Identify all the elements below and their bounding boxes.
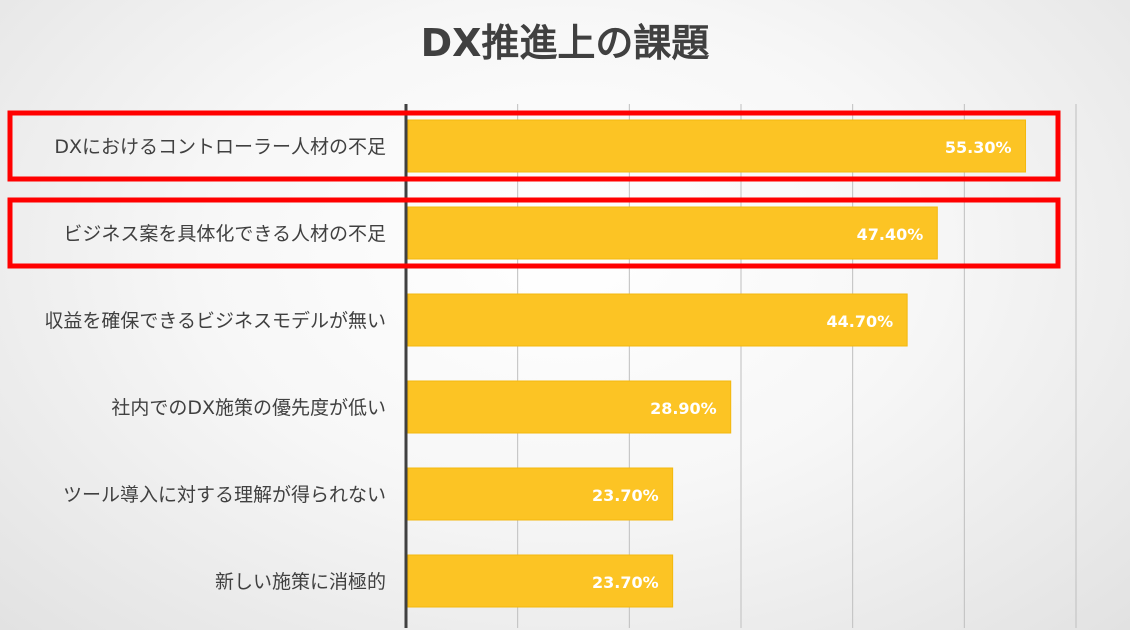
bar — [407, 293, 908, 347]
value-label: 23.70% — [592, 573, 659, 592]
bar — [407, 380, 732, 434]
highlight-boxes — [7, 110, 1061, 269]
value-labels: 55.30% 47.40% 44.70% 28.90% 23.70% 23.70% — [592, 138, 1012, 592]
bars — [407, 119, 1027, 608]
value-label: 44.70% — [827, 312, 894, 331]
value-label: 28.90% — [650, 399, 717, 418]
highlight-box — [7, 110, 1061, 182]
chart-title: DX推進上の課題 — [421, 21, 710, 65]
category-label: 収益を確保できるビジネスモデルが無い — [44, 310, 386, 332]
bar — [407, 554, 674, 608]
bar — [407, 206, 938, 260]
category-label: 新しい施策に消極的 — [215, 571, 386, 593]
category-label: ビジネス案を具体化できる人材の不足 — [63, 223, 386, 245]
value-label: 23.70% — [592, 486, 659, 505]
gridlines — [517, 104, 1077, 628]
category-label: 社内でのDX施策の優先度が低い — [111, 397, 386, 419]
value-label: 55.30% — [945, 138, 1012, 157]
bar — [407, 119, 1027, 173]
bar — [407, 467, 674, 521]
category-label: ツール導入に対する理解が得られない — [63, 484, 386, 506]
highlight-box — [7, 197, 1061, 269]
category-labels: DXにおけるコントローラー人材の不足ビジネス案を具体化できる人材の不足収益を確保… — [44, 136, 386, 593]
value-label: 47.40% — [857, 225, 924, 244]
category-label: DXにおけるコントローラー人材の不足 — [54, 136, 386, 158]
